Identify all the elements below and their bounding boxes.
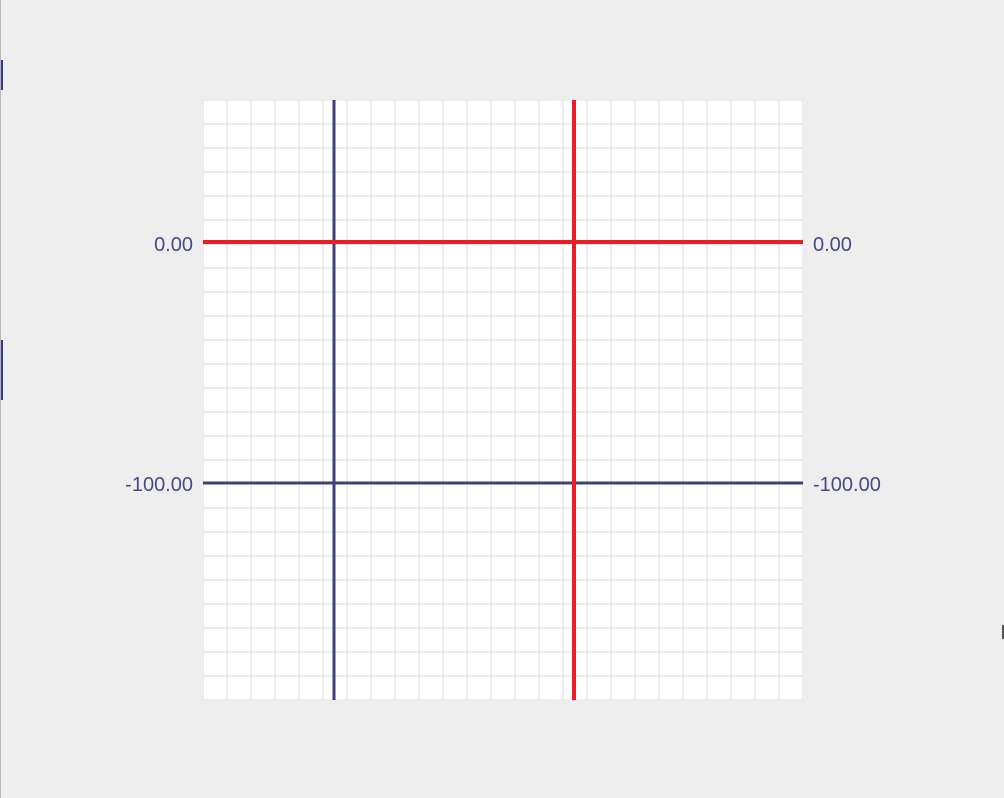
right-edge-marker: [1002, 625, 1004, 639]
left-edge-marker: [1, 340, 3, 400]
left-axis-label-top: 0.00: [154, 234, 193, 256]
left-edge-marker: [1, 60, 3, 90]
right-axis-label-top: 0.00: [813, 234, 852, 256]
right-axis-label-bottom: -100.00: [813, 474, 881, 496]
left-axis-label-bottom: -100.00: [125, 474, 193, 496]
grid-lines: [203, 100, 803, 700]
graph-grid-canvas[interactable]: [203, 100, 803, 700]
grid-background: [203, 100, 803, 700]
